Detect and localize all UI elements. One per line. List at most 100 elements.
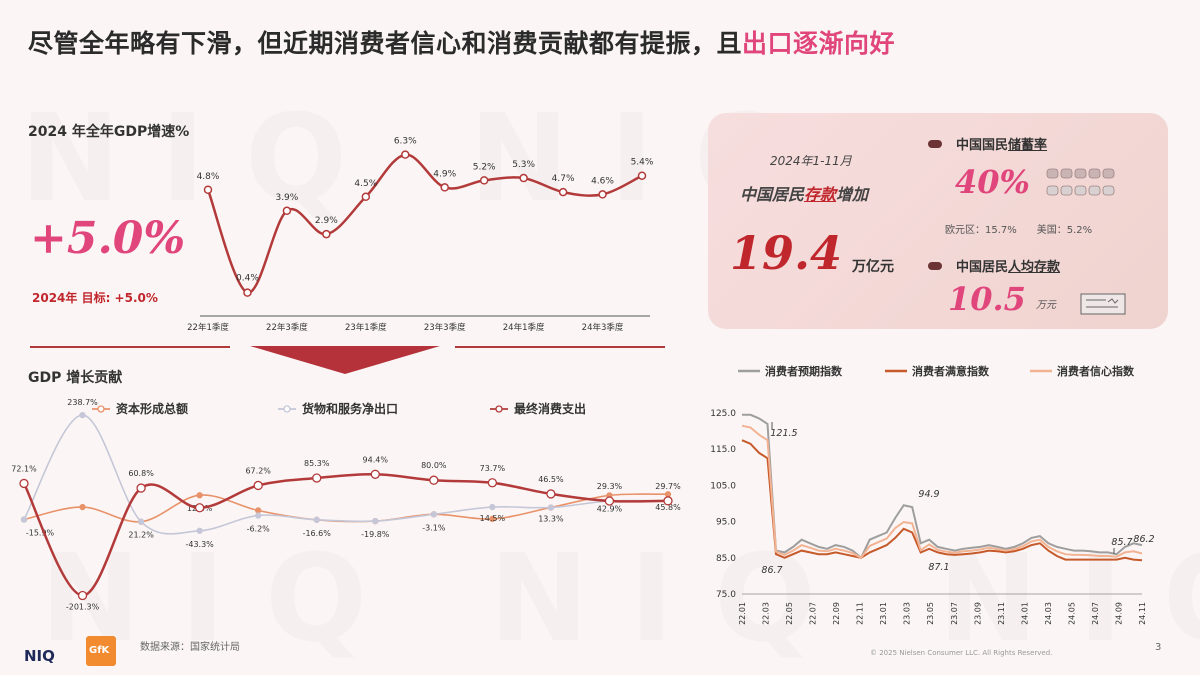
gdp-series-line bbox=[206, 153, 643, 294]
gfk-logo-icon bbox=[86, 636, 116, 666]
gdp-point bbox=[558, 187, 568, 197]
consumer-index-chart: 消费者预期指数 消费者满意指数 消费者信心指数 125.0 115.0 105.0 95.0… bbox=[710, 364, 1154, 625]
gdp-point bbox=[440, 183, 449, 192]
contrib-point-label: 72.1% bbox=[11, 464, 37, 473]
per-capita-unit: 万元 bbox=[1036, 300, 1056, 311]
consumer-x-tick-label: 24.05 bbox=[1067, 602, 1076, 625]
consumer-series-line bbox=[741, 424, 1143, 560]
consumer-legend-label: 消费者预期指数 bbox=[765, 364, 843, 378]
contrib-point bbox=[196, 492, 203, 499]
gdp-point bbox=[598, 190, 607, 199]
contrib-point bbox=[547, 504, 555, 511]
gdp-point bbox=[479, 176, 489, 185]
consumer-x-tick-label: 22.05 bbox=[785, 602, 794, 625]
per-capita-label: 中国居民人均存款 bbox=[956, 256, 1060, 275]
contrib-point bbox=[664, 491, 672, 498]
consumer-y-tick-label: 125.0 bbox=[710, 409, 736, 419]
consumer-x-tick-label: 22.03 bbox=[762, 602, 771, 625]
consumer-x-tick-label: 23.05 bbox=[926, 602, 935, 625]
per-capita-label-hl: 人均存款 bbox=[1008, 260, 1061, 275]
contrib-point-label: 45.8% bbox=[655, 503, 681, 512]
contrib-legend-marker bbox=[283, 405, 291, 413]
niq-logo: NIQ bbox=[24, 647, 55, 665]
contrib-legend-marker bbox=[97, 405, 105, 413]
contrib-point-label: -19.8% bbox=[361, 530, 390, 539]
gdp-point-label: 4.6% bbox=[591, 176, 614, 186]
contrib-point-label: 238.7% bbox=[67, 398, 98, 407]
divider-left bbox=[30, 346, 230, 348]
per-capita-value: 10.5 bbox=[948, 280, 1026, 318]
contrib-title: GDP 增长贡献 bbox=[28, 370, 123, 386]
contrib-point bbox=[79, 503, 86, 511]
contrib-point bbox=[136, 483, 146, 493]
contrib-legend-label: 资本形成总额 bbox=[116, 401, 188, 416]
savings-rate-label-hl: 储蓄率 bbox=[1008, 138, 1048, 153]
contrib-point-label: 73.7% bbox=[480, 464, 506, 473]
consumer-x-tick-label: 24.01 bbox=[1020, 602, 1029, 625]
consumer-annotation: 94.9 bbox=[918, 489, 939, 500]
down-arrow-icon bbox=[250, 346, 440, 374]
gdp-x-tick-label: 24年1季度 bbox=[503, 322, 545, 333]
per-capita-label-pre: 中国居民 bbox=[956, 260, 1009, 275]
cheque-icon bbox=[1080, 293, 1126, 315]
contrib-point bbox=[77, 590, 88, 601]
gdp-contribution-chart: 资本形成总额货物和服务净出口最终消费支出-15.9%21.2%12.8%42.9… bbox=[11, 398, 681, 612]
contrib-point bbox=[370, 469, 380, 479]
deposit-unit: 万亿元 bbox=[852, 259, 894, 275]
gdp-point bbox=[203, 185, 213, 195]
contrib-point bbox=[20, 516, 28, 523]
contrib-point-label: -43.3% bbox=[185, 540, 214, 549]
consumer-x-tick-label: 23.11 bbox=[997, 602, 1006, 625]
coins-icon bbox=[1046, 168, 1115, 196]
deposit-label-highlight: 存款 bbox=[804, 185, 837, 204]
gdp-point-label: 2.9% bbox=[315, 216, 338, 226]
gdp-point-label: 5.2% bbox=[473, 162, 496, 172]
title-main-text: 尽管全年略有下滑，但近期消费者信心和消费贡献都有提振，且 bbox=[28, 29, 743, 58]
contrib-point-label: 14.5% bbox=[480, 514, 506, 523]
contrib-point bbox=[137, 518, 145, 525]
contrib-point bbox=[489, 515, 496, 523]
contrib-point bbox=[312, 473, 322, 483]
consumer-annotation: 86.2 bbox=[1133, 534, 1154, 545]
contrib-point bbox=[487, 478, 498, 488]
deposit-label: 中国居民存款增加 bbox=[740, 181, 868, 205]
consumer-y-tick-label: 115.0 bbox=[710, 445, 736, 455]
consumer-y-tick-label: 75.0 bbox=[716, 590, 736, 600]
contrib-point bbox=[255, 507, 262, 514]
consumer-x-tick-label: 24.09 bbox=[1114, 602, 1123, 625]
gdp-point-label: 5.4% bbox=[631, 158, 654, 168]
consumer-x-tick-label: 23.03 bbox=[903, 602, 912, 625]
gdp-point bbox=[322, 229, 331, 239]
contrib-point bbox=[663, 496, 673, 506]
contrib-point bbox=[196, 527, 203, 534]
page-number: 3 bbox=[1155, 642, 1162, 653]
consumer-annotation: 121.5 bbox=[770, 428, 797, 439]
page-title: 尽管全年略有下滑，但近期消费者信心和消费贡献都有提振，且出口逐渐向好 bbox=[28, 24, 895, 60]
bullet-icon bbox=[928, 140, 942, 148]
consumer-x-tick-label: 23.07 bbox=[950, 602, 959, 625]
contrib-point bbox=[372, 517, 379, 525]
contrib-point-label: -16.6% bbox=[303, 529, 332, 538]
gfk-logo: GfK bbox=[89, 645, 110, 656]
contrib-point bbox=[194, 503, 205, 513]
title-highlight-text: 出口逐渐向好 bbox=[742, 29, 896, 58]
contrib-point-label: 13.3% bbox=[538, 515, 564, 524]
gdp-x-tick-label: 22年3季度 bbox=[266, 322, 308, 333]
deposit-label-suffix: 增加 bbox=[836, 185, 869, 204]
consumer-x-tick-label: 22.09 bbox=[832, 602, 841, 625]
contrib-point-label: -201.3% bbox=[66, 603, 100, 612]
deposit-label-prefix: 中国居民 bbox=[740, 185, 805, 204]
gdp-x-tick-label: 23年1季度 bbox=[345, 322, 387, 333]
consumer-series-line bbox=[742, 413, 1143, 560]
consumer-legend-label: 消费者信心指数 bbox=[1057, 364, 1135, 378]
bullet-icon-2 bbox=[928, 262, 942, 270]
savings-comparison: 欧元区：15.7% 美国：5.2% bbox=[945, 225, 1093, 236]
contrib-point bbox=[79, 411, 86, 419]
savings-rate-value: 40% bbox=[955, 163, 1030, 201]
consumer-annotation: 86.7 bbox=[761, 565, 782, 576]
consumer-y-tick-label: 105.0 bbox=[710, 481, 736, 491]
contrib-point-label: 42.9% bbox=[597, 504, 623, 513]
consumer-x-tick-label: 22.11 bbox=[856, 602, 865, 625]
gdp-point bbox=[637, 171, 647, 180]
gdp-point bbox=[401, 150, 410, 159]
